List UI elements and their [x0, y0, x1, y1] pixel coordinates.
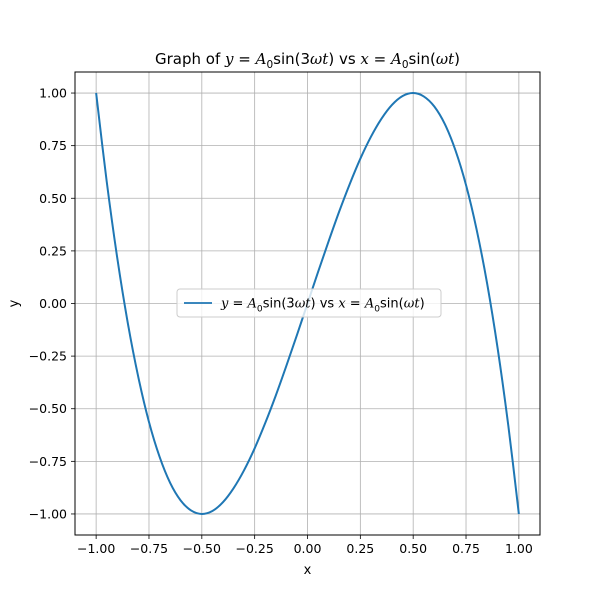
y-tick-label: −0.25 [29, 349, 67, 364]
legend-label: y = A0sin(3ωt) vs x = A0sin(ωt) [220, 297, 425, 315]
x-tick-label: 1.00 [505, 541, 533, 556]
x-tick-label: 0.00 [294, 541, 322, 556]
x-axis-label: x [304, 563, 312, 578]
x-tick-label: −1.00 [77, 541, 115, 556]
plot-frame [74, 71, 541, 536]
y-axis-label: y [7, 299, 22, 307]
y-ticks: −1.00 −0.75 −0.50 −0.25 0.00 0.25 0.50 0.75 1.00 [29, 86, 75, 521]
y-tick-label: 1.00 [39, 86, 67, 101]
y-tick-label: 0.50 [39, 191, 67, 206]
y-tick-label: −0.50 [29, 401, 67, 416]
legend: y = A0sin(3ωt) vs x = A0sin(ωt) [176, 288, 442, 318]
x-tick-label: −0.50 [183, 541, 221, 556]
x-tick-label: −0.75 [130, 541, 168, 556]
x-ticks: −1.00 −0.75 −0.50 −0.25 0.00 0.25 0.50 0.75 1.00 [77, 535, 533, 556]
x-tick-label: 0.50 [399, 541, 427, 556]
legend-box [176, 288, 442, 318]
y-tick-label: 0.75 [39, 138, 67, 153]
y-tick-label: 0.25 [39, 243, 67, 258]
y-tick-label: 0.00 [39, 296, 67, 311]
chart-title: Graph of y = A0sin(3ωt) vs x = A0sin(ωt) [155, 50, 460, 71]
x-tick-label: 0.25 [346, 541, 374, 556]
y-tick-label: −0.75 [29, 454, 67, 469]
y-tick-label: −1.00 [29, 506, 67, 521]
x-tick-label: −0.25 [236, 541, 274, 556]
x-tick-label: 0.75 [452, 541, 480, 556]
